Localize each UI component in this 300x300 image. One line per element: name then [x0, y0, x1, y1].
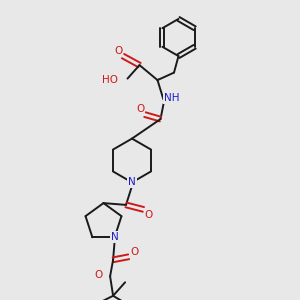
Text: HO: HO: [103, 75, 118, 85]
Text: O: O: [130, 247, 138, 257]
Text: NH: NH: [164, 93, 180, 103]
Text: N: N: [128, 177, 136, 188]
Text: N: N: [111, 232, 119, 242]
Text: O: O: [114, 46, 123, 56]
Text: O: O: [94, 270, 103, 280]
Text: O: O: [145, 210, 153, 220]
Text: O: O: [136, 103, 145, 114]
